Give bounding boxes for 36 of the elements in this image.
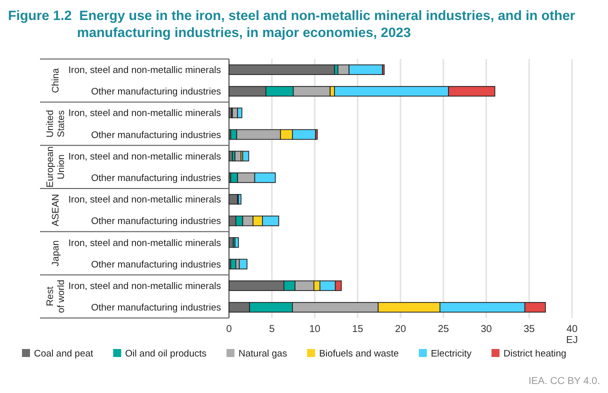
text: ASEAN (50, 194, 62, 226)
legend-label: Coal and peat (34, 348, 94, 360)
text: IEA. CC BY 4.0. (528, 376, 600, 387)
chart-title: Figure 1.2 Energy use in the iron, steel and non-metallic mineral industries, and in other manufacturing industries, in major economies, 2023 (8, 8, 576, 40)
y-tick-label: Other manufacturing industries (91, 86, 222, 98)
x-tick-label: 25 (438, 324, 450, 336)
x-tick-label: 10 (309, 324, 321, 336)
text: Japan (50, 240, 62, 266)
text: Rest of world (45, 280, 67, 314)
text: European Union (45, 146, 67, 188)
y-tick-label: Iron, steel and non-metallic minerals (68, 151, 222, 162)
y-tick-label: Other manufacturing industries (91, 302, 222, 314)
legend-label: Biofuels and waste (319, 348, 399, 360)
x-tick-label: 5 (269, 324, 276, 336)
x-axis-title: EJ (566, 335, 578, 346)
text: United States (45, 110, 67, 138)
x-tick-label: 35 (524, 324, 536, 336)
y-tick-label: Other manufacturing industries (91, 216, 222, 228)
y-tick-label: Iron, steel and non-metallic minerals (68, 108, 222, 120)
text: China (50, 67, 62, 93)
x-tick-label: 40 (566, 324, 578, 336)
x-tick-label: 15 (352, 324, 364, 336)
y-tick-label: Iron, steel and non-metallic minerals (68, 238, 222, 249)
legend-label: Electricity (430, 348, 472, 360)
y-tick-label: Iron, steel and non-metallic minerals (68, 65, 222, 76)
legend-label: Oil and oil products (125, 348, 207, 360)
y-tick-label: Other manufacturing industries (91, 130, 222, 141)
x-tick-label: 30 (480, 324, 492, 336)
x-tick-label: 20 (394, 324, 406, 336)
y-tick-label: Iron, steel and non-metallic minerals (68, 194, 222, 206)
legend-label: Natural gas (238, 348, 288, 360)
x-tick-label: 0 (226, 324, 232, 336)
legend-label: District heating (504, 348, 566, 360)
y-tick-label: Other manufacturing industries (91, 259, 222, 270)
y-tick-label: Iron, steel and non-metallic minerals (68, 281, 222, 292)
y-tick-label: Other manufacturing industries (91, 173, 222, 184)
